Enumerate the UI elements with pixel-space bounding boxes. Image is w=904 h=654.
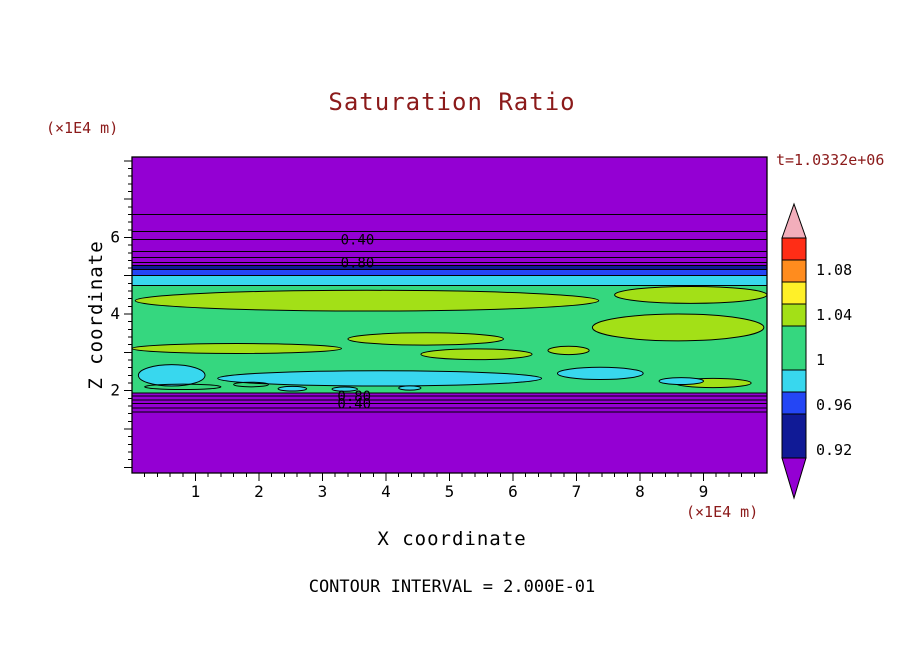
- colorbar-segment: [781, 369, 807, 393]
- colorbar-segment: [781, 281, 807, 305]
- contour-label: 0.80: [337, 389, 371, 405]
- colorbar-segment: [781, 325, 807, 371]
- x-axis-title: X coordinate: [377, 528, 527, 550]
- x-tick-label: 5: [445, 482, 455, 501]
- colorbar-label: 1: [816, 351, 825, 369]
- contour-blob: [134, 289, 600, 312]
- colorbar-top-arrow: [781, 202, 807, 239]
- y-axis-unit-label: (×1E4 m): [46, 119, 119, 137]
- colorbar-label: 0.92: [816, 441, 852, 459]
- colorbar-segment: [781, 237, 807, 261]
- y-axis-title: Z coordinate: [85, 240, 107, 390]
- contour-interval-note: CONTOUR INTERVAL = 2.000E-01: [308, 577, 596, 597]
- contour-blob: [144, 383, 222, 390]
- x-tick-label: 6: [508, 482, 518, 501]
- y-tick-label: 4: [110, 304, 120, 323]
- x-tick-label: 9: [699, 482, 709, 501]
- contour-blob: [331, 386, 358, 392]
- contour-blob: [233, 381, 270, 388]
- x-tick-label: 3: [318, 482, 328, 501]
- x-tick-label: 2: [254, 482, 264, 501]
- contour-field: 0.400.800.800.40: [132, 157, 767, 473]
- colorbar-segment: [781, 259, 807, 283]
- colorbar-label: 0.96: [816, 396, 852, 414]
- contour-blob: [591, 313, 765, 342]
- contour-blob: [277, 385, 308, 392]
- contour-blob: [658, 377, 705, 386]
- contour-blob: [547, 345, 590, 356]
- y-tick-label: 6: [110, 227, 120, 246]
- contour-blob: [614, 285, 767, 304]
- x-tick-label: 8: [635, 482, 645, 501]
- contour-blob: [556, 366, 644, 381]
- colorbar-segment: [781, 303, 807, 327]
- contour-blob: [137, 364, 206, 387]
- contour-blob: [420, 348, 533, 361]
- colorbar-segment: [781, 413, 807, 459]
- colorbar-label: 1.08: [816, 261, 852, 279]
- colorbar-segment: [781, 391, 807, 415]
- contour-blob: [398, 385, 422, 391]
- contour-label: 0.40: [337, 397, 371, 413]
- colorbar-bottom-arrow: [781, 457, 807, 500]
- contour-label: 0.40: [341, 233, 375, 249]
- y-tick-label: 2: [110, 381, 120, 400]
- colorbar-label: 1.04: [816, 306, 852, 324]
- contour-blob: [347, 332, 504, 346]
- x-axis-unit-label: (×1E4 m): [686, 503, 759, 521]
- chart-title: Saturation Ratio: [328, 88, 576, 116]
- field-band: [132, 265, 767, 270]
- field-band: [132, 275, 767, 286]
- field-band: [132, 269, 767, 276]
- contour-label: 0.80: [341, 256, 375, 272]
- x-tick-label: 1: [191, 482, 201, 501]
- contour-blob: [132, 343, 343, 354]
- x-tick-label: 7: [572, 482, 582, 501]
- contour-blob: [217, 370, 543, 387]
- x-tick-label: 4: [381, 482, 391, 501]
- time-annotation: t=1.0332e+06: [776, 151, 885, 169]
